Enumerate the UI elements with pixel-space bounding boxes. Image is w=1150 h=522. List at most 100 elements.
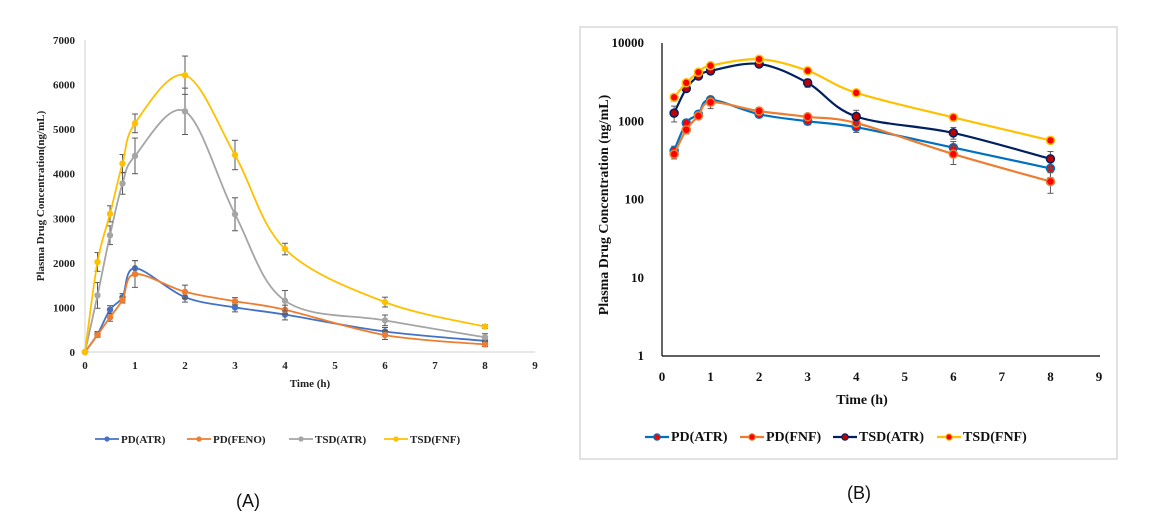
series-line (673, 98, 1051, 170)
data-point (681, 124, 692, 135)
data-point (381, 331, 389, 339)
y-tick-label: 10 (631, 270, 644, 285)
legend-item: PD(ATR) (95, 434, 166, 446)
data-point (851, 88, 861, 98)
data-point (119, 160, 126, 167)
chart-b-legend: PD(ATR) PD(FNF) TSD(ATR) TSD(FNF) (645, 430, 1027, 445)
data-point (181, 288, 189, 296)
series-line (84, 273, 486, 353)
y-tick-label: 5000 (53, 124, 76, 136)
data-point (705, 60, 716, 71)
data-point (131, 120, 139, 127)
data-point (81, 348, 89, 356)
data-point (669, 92, 679, 103)
data-point (106, 306, 114, 313)
y-tick-label: 4000 (53, 169, 76, 181)
chart-b-y-ticks: 1 10 100 1000 10000 (612, 35, 645, 363)
y-tick-label: 1000 (53, 302, 76, 314)
y-tick-label: 3000 (53, 213, 76, 225)
y-tick-label: 7000 (53, 35, 76, 47)
chart-a-legend: PD(ATR) PD(FENO) TSD(ATR) TSD(FNF) (95, 434, 460, 446)
data-point (94, 258, 101, 266)
legend-marker (748, 433, 756, 441)
legend-marker (945, 433, 953, 441)
x-tick-label: 9 (532, 360, 538, 372)
x-tick-label: 7 (432, 360, 438, 372)
chart-a-x-label: Time (h) (290, 378, 331, 390)
data-point (802, 112, 813, 122)
data-point (669, 108, 679, 118)
data-point (681, 78, 692, 88)
chart-b-x-ticks: 0 1 2 3 4 5 6 7 8 9 (659, 369, 1103, 384)
y-tick-label: 2000 (53, 258, 76, 270)
x-tick-label: 5 (332, 360, 338, 372)
data-point (948, 149, 959, 159)
data-point (131, 270, 139, 278)
x-tick-label: 9 (1096, 369, 1103, 384)
legend-label: TSD(FNF) (410, 434, 460, 446)
legend-item: PD(FENO) (187, 434, 266, 446)
chart-a-series (81, 55, 489, 356)
x-tick-label: 3 (804, 369, 811, 384)
chart-a-y-ticks: 0 1000 2000 3000 4000 5000 6000 7000 (53, 35, 76, 359)
data-point (481, 323, 489, 330)
x-tick-label: 7 (999, 369, 1006, 384)
x-tick-label: 5 (902, 369, 909, 384)
data-point (381, 317, 389, 324)
x-tick-label: 0 (659, 369, 666, 384)
data-point (693, 111, 704, 121)
chart-b-series (669, 54, 1056, 194)
legend-marker (653, 433, 661, 441)
data-point (231, 211, 239, 218)
series-line (84, 267, 486, 353)
chart-b-y-label: Plasma Drug Concentration (ng/mL) (597, 94, 612, 315)
legend-label: TSD(ATR) (315, 434, 366, 446)
legend-label: TSD(ATR) (859, 430, 924, 445)
legend-label: PD(ATR) (121, 434, 166, 446)
legend-marker (104, 436, 110, 442)
data-point (231, 297, 239, 305)
chart-b-panel-label: (B) (847, 483, 871, 503)
data-point (669, 149, 679, 159)
x-tick-label: 2 (756, 369, 763, 384)
data-point (231, 304, 239, 311)
data-point (754, 106, 764, 116)
data-point (802, 65, 813, 76)
y-tick-label: 6000 (53, 80, 76, 92)
chart-a-panel-label: (A) (236, 491, 260, 511)
data-point (802, 78, 813, 88)
x-tick-label: 8 (1047, 369, 1054, 384)
y-tick-label: 100 (625, 192, 645, 207)
data-point (1045, 154, 1056, 164)
x-tick-label: 1 (132, 360, 138, 372)
legend-marker (298, 436, 304, 442)
x-tick-label: 4 (853, 369, 860, 384)
legend-label: PD(FNF) (766, 430, 822, 445)
data-point (754, 54, 764, 64)
series-tsd-fnf (669, 54, 1056, 146)
x-tick-label: 6 (950, 369, 957, 384)
chart-b-frame (579, 26, 1118, 460)
chart-a: 0 1000 2000 3000 4000 5000 6000 7000 0 1 2 3 4 5 6 7 8 9… (35, 35, 538, 511)
legend-marker (393, 436, 399, 442)
legend-label: PD(ATR) (671, 430, 728, 445)
x-tick-label: 1 (707, 369, 714, 384)
data-point (948, 128, 959, 138)
legend-marker (196, 436, 202, 442)
legend-item: PD(FNF) (740, 430, 822, 445)
data-point (106, 232, 114, 239)
chart-b-x-label: Time (h) (836, 393, 888, 408)
legend-label: TSD(FNF) (963, 430, 1027, 445)
series-line (673, 58, 1051, 142)
y-tick-label: 10000 (612, 35, 645, 50)
legend-item: PD(ATR) (645, 430, 728, 445)
x-tick-label: 0 (82, 360, 88, 372)
x-tick-label: 2 (182, 360, 188, 372)
data-point (281, 297, 289, 304)
data-point (94, 292, 101, 299)
legend-label: PD(FENO) (213, 434, 266, 446)
legend-marker (841, 433, 849, 441)
data-point (119, 180, 126, 187)
